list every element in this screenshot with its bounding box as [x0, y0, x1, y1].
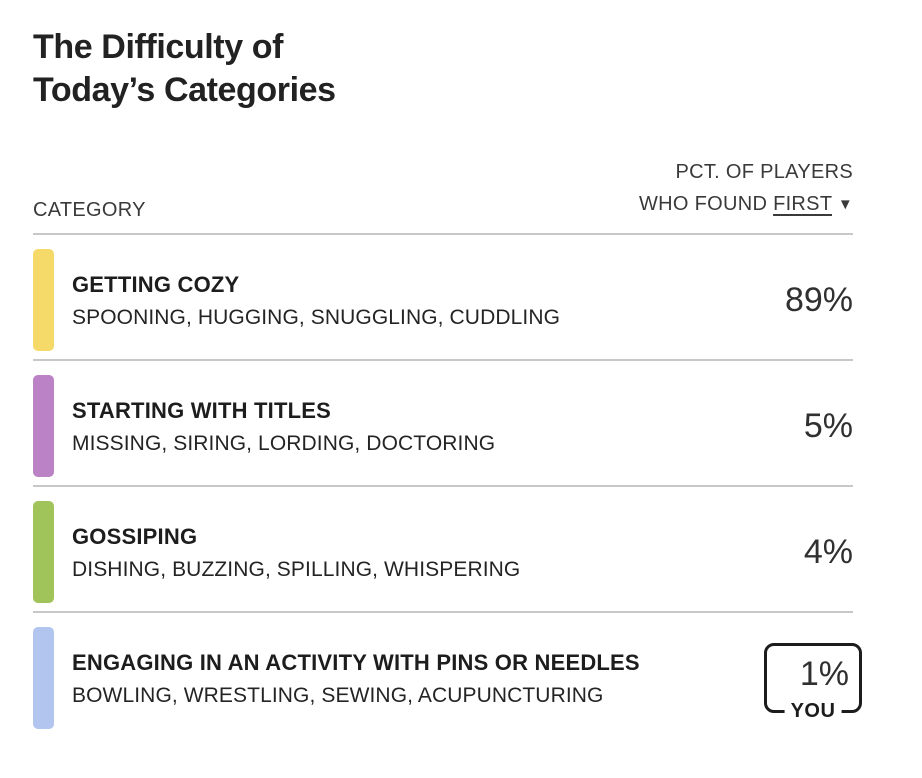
category-name: ENGAGING IN AN ACTIVITY WITH PINS OR NEE…: [72, 649, 640, 675]
category-row: STARTING WITH TITLES MISSING, SIRING, LO…: [33, 361, 853, 487]
category-words: MISSING, SIRING, LORDING, DOCTORING: [72, 431, 496, 455]
category-words: BOWLING, WRESTLING, SEWING, ACUPUNCTURIN…: [72, 683, 604, 707]
category-color-swatch: [33, 627, 54, 729]
category-value: 5%: [763, 407, 853, 446]
difficulty-panel: The Difficulty of Today’s Categories CAT…: [33, 0, 862, 737]
category-words: SPOONING, HUGGING, SNUGGLING, CUDDLING: [72, 305, 561, 329]
page-title: The Difficulty of Today’s Categories: [33, 26, 853, 112]
sort-dropdown-value[interactable]: FIRST: [773, 193, 832, 215]
category-percent: 1%: [799, 655, 849, 693]
category-row: ENGAGING IN AN ACTIVITY WITH PINS OR NEE…: [33, 613, 862, 737]
caret-down-icon[interactable]: ▼: [837, 196, 853, 213]
column-category-label: CATEGORY: [33, 199, 146, 221]
category-row: GOSSIPING DISHING, BUZZING, SPILLING, WH…: [33, 487, 853, 613]
category-rows: GETTING COZY SPOONING, HUGGING, SNUGGLIN…: [33, 235, 862, 737]
value-header-line2-prefix: WHO FOUND: [638, 193, 768, 215]
category-color-swatch: [33, 501, 54, 603]
category-name: GETTING COZY: [72, 271, 240, 297]
category-name: GOSSIPING: [72, 523, 198, 549]
category-color-swatch: [33, 375, 54, 477]
category-words: DISHING, BUZZING, SPILLING, WHISPERING: [72, 557, 521, 581]
category-percent: 5%: [803, 406, 853, 445]
category-text: ENGAGING IN AN ACTIVITY WITH PINS OR NEE…: [54, 649, 764, 708]
category-value: 89%: [763, 281, 853, 320]
category-name: STARTING WITH TITLES: [72, 397, 332, 423]
category-text: STARTING WITH TITLES MISSING, SIRING, LO…: [54, 397, 763, 456]
category-value: 1% YOU: [764, 643, 862, 723]
category-value: 4%: [763, 533, 853, 572]
table-header: CATEGORY PCT. OF PLAYERS WHO FOUND FIRST…: [33, 156, 853, 235]
category-percent: 4%: [803, 532, 853, 571]
category-percent: 89%: [784, 280, 853, 319]
category-text: GETTING COZY SPOONING, HUGGING, SNUGGLIN…: [54, 271, 763, 330]
value-header-line1: PCT. OF PLAYERS: [675, 161, 853, 183]
sort-dropdown[interactable]: FIRST ▼: [773, 193, 853, 215]
category-row: GETTING COZY SPOONING, HUGGING, SNUGGLIN…: [33, 235, 853, 361]
page-title-line2: Today’s Categories: [33, 71, 336, 109]
column-value-label: PCT. OF PLAYERS WHO FOUND FIRST ▼: [639, 156, 853, 222]
category-color-swatch: [33, 249, 54, 351]
you-badge-label: YOU: [784, 699, 842, 723]
page-title-line1: The Difficulty of: [33, 28, 284, 66]
category-text: GOSSIPING DISHING, BUZZING, SPILLING, WH…: [54, 523, 763, 582]
